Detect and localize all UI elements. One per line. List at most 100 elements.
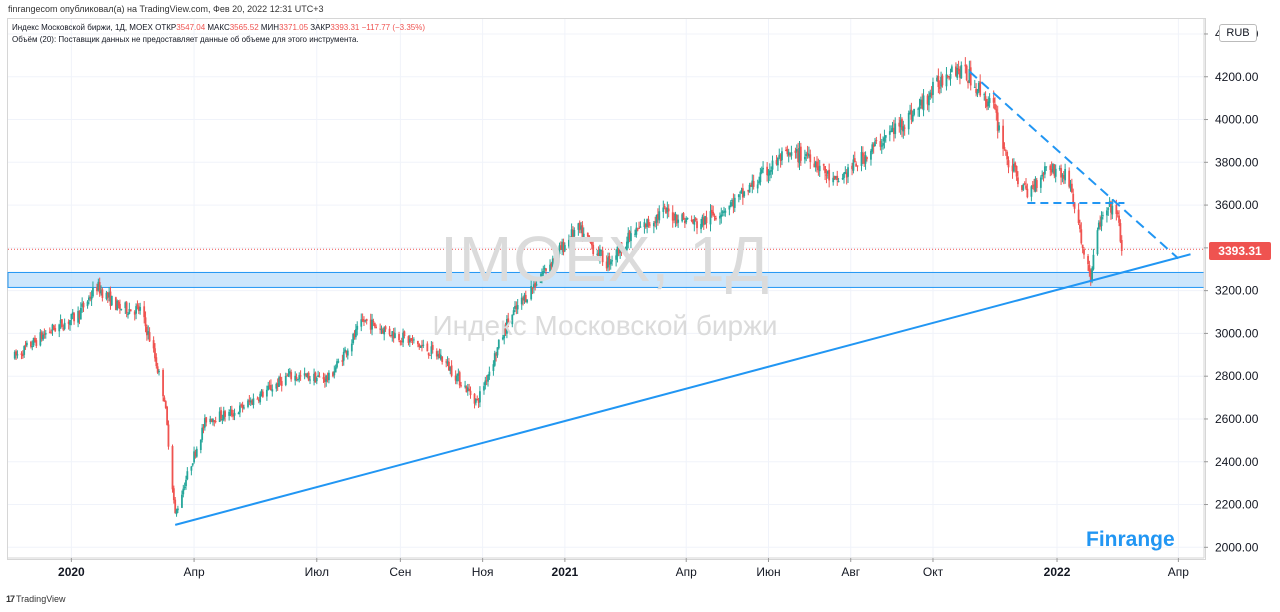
candle-body: [702, 217, 705, 226]
candle-body: [166, 406, 169, 425]
candle-body: [853, 158, 856, 163]
candle-body: [731, 199, 733, 202]
candle-body: [957, 68, 960, 71]
candle-body: [609, 261, 612, 265]
candle: [903, 124, 906, 136]
candle: [798, 141, 801, 171]
candle-body: [439, 354, 442, 360]
candle-body: [851, 165, 853, 170]
candle-body: [379, 328, 382, 330]
candle-body: [313, 373, 315, 381]
candle: [582, 227, 585, 240]
legend-open-label: ОТКР: [155, 23, 177, 32]
candle: [740, 187, 743, 194]
currency-button[interactable]: RUB: [1219, 24, 1257, 42]
candle-body: [520, 297, 523, 305]
candle: [90, 290, 93, 306]
candle-body: [503, 327, 506, 339]
candle: [203, 414, 206, 431]
candle-body: [81, 303, 84, 307]
candle-body: [30, 341, 32, 347]
candle-body: [627, 232, 630, 244]
candle-body: [534, 283, 537, 288]
candle-body: [213, 420, 216, 422]
candle-body: [901, 118, 903, 130]
candle-body: [758, 181, 760, 184]
tradingview-logo[interactable]: 17 TradingView: [6, 594, 66, 604]
candle: [88, 295, 90, 305]
candle: [937, 68, 940, 94]
candle: [120, 308, 123, 311]
candle: [484, 376, 487, 390]
candle-body: [152, 340, 155, 349]
falling-trendline[interactable]: [968, 70, 1180, 260]
candle-body: [210, 418, 213, 422]
candle: [1118, 210, 1120, 227]
candle-body: [524, 295, 527, 303]
candle: [592, 240, 595, 256]
candle: [474, 398, 477, 406]
candle-body: [809, 154, 812, 163]
candle: [40, 330, 43, 342]
candle: [212, 418, 214, 426]
candle-body: [1069, 184, 1072, 188]
candle-body: [341, 360, 344, 362]
candle: [365, 318, 368, 325]
candle-body: [578, 222, 581, 231]
candle-body: [976, 92, 979, 95]
candle-body: [479, 391, 481, 403]
candle: [644, 223, 647, 229]
candle-body: [109, 291, 112, 306]
candle: [826, 170, 829, 179]
candle-body: [872, 144, 875, 147]
candle-body: [624, 249, 627, 253]
candle-body: [154, 348, 156, 359]
candle-body: [561, 241, 564, 251]
candle: [114, 296, 117, 311]
candle-body: [582, 233, 585, 238]
candle: [778, 148, 781, 160]
candle-body: [674, 213, 677, 221]
candle-body: [381, 330, 384, 334]
candle: [257, 397, 260, 404]
candle-body: [438, 353, 441, 359]
candle: [806, 145, 809, 159]
candle-body: [194, 452, 197, 456]
candle-body: [798, 147, 801, 164]
candle: [789, 152, 791, 158]
candle: [468, 383, 471, 392]
candle-body: [209, 418, 212, 423]
candle-body: [694, 218, 697, 221]
candle: [719, 212, 721, 225]
candle: [268, 380, 271, 390]
candle-body: [350, 343, 353, 352]
candle-body: [139, 307, 142, 311]
candle: [39, 329, 42, 347]
candle: [375, 324, 378, 329]
candle-body: [35, 340, 38, 346]
candle-body: [1118, 215, 1120, 223]
candle-body: [267, 385, 270, 390]
candle: [278, 375, 280, 387]
candle: [731, 198, 733, 207]
candle: [747, 189, 750, 196]
rising-trendline[interactable]: [174, 253, 1191, 526]
candle: [733, 194, 736, 212]
candle: [288, 367, 291, 378]
candle-body: [307, 372, 310, 381]
candle: [911, 110, 914, 123]
candle-body: [128, 309, 131, 314]
candle-body: [841, 178, 844, 180]
candle: [279, 373, 282, 386]
candle: [356, 321, 359, 336]
candle: [457, 368, 460, 382]
candle-body: [466, 387, 469, 392]
candle: [785, 146, 787, 152]
candle-body: [1096, 230, 1099, 255]
candle: [166, 405, 169, 426]
candle: [1083, 247, 1085, 259]
candle-body: [203, 418, 206, 428]
candle: [872, 142, 875, 154]
candle: [874, 138, 876, 147]
